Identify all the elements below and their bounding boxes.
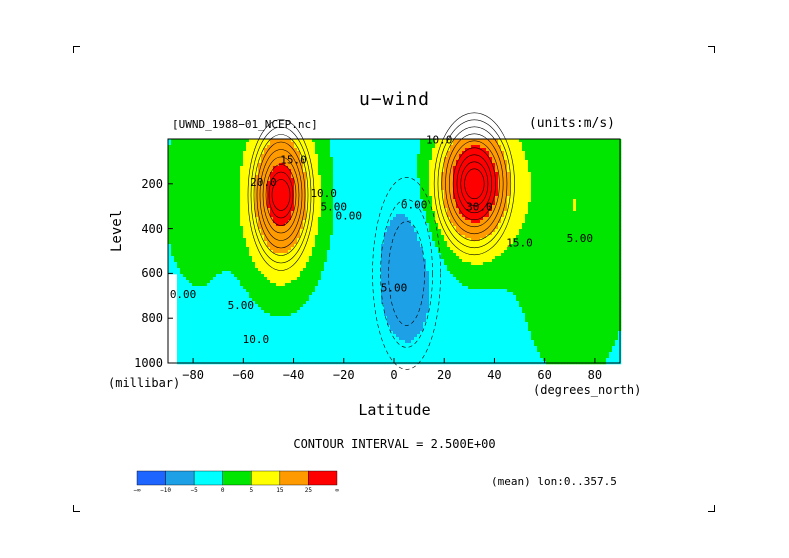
x-tick-label: 40 <box>487 368 502 382</box>
contour-label: 30.0 <box>466 201 493 214</box>
contour-line <box>253 134 309 256</box>
x-tick-label: −20 <box>332 368 355 382</box>
negative-contour-line <box>372 177 441 370</box>
contour-label: 5.00 <box>320 201 347 214</box>
y-tick-label: 1000 <box>134 356 163 370</box>
colorbar-label: ∞ <box>335 487 339 494</box>
contour-label: 0.00 <box>401 198 428 211</box>
contour-interval: CONTOUR INTERVAL = 2.500E+00 <box>293 437 496 451</box>
colorbar-swatch <box>222 470 252 486</box>
contour-line <box>464 168 485 200</box>
y-tick-label: 600 <box>141 266 163 281</box>
contour-line <box>433 112 515 256</box>
mean-note: (mean) lon:0..357.5 <box>491 475 617 488</box>
colorbar-swatch <box>251 470 281 486</box>
x-tick-label: 0 <box>390 368 398 382</box>
contour-line <box>265 164 297 226</box>
colorbar-label: 5 <box>249 487 254 494</box>
crop-mark-bottom-right <box>708 505 715 512</box>
crop-mark-top-right <box>708 46 715 53</box>
contour-line <box>445 133 504 235</box>
contour-line <box>259 149 303 241</box>
contour-label: 0.00 <box>170 288 197 301</box>
colorbar-swatch <box>279 470 309 486</box>
chart-title: u−wind <box>358 89 431 110</box>
colorbar-label: 15 <box>276 487 284 494</box>
contour-label: 5.00 <box>381 281 408 294</box>
y-tick-label: 800 <box>141 311 163 326</box>
x-tick-label: −80 <box>182 368 204 382</box>
x-tick-label: −40 <box>282 368 305 382</box>
contour-label: 15.0 <box>280 154 307 167</box>
crop-mark-top-left <box>73 46 80 53</box>
contour-line <box>452 147 496 221</box>
contour-line <box>256 141 306 249</box>
crop-mark-bottom-left <box>73 505 80 512</box>
contour-label: 20.0 <box>250 176 277 189</box>
x-tick-label: 80 <box>587 368 603 382</box>
colorbar-swatch <box>136 470 166 486</box>
contour-label: 5.00 <box>228 299 255 312</box>
contour-line <box>441 126 508 242</box>
contour-line <box>437 119 512 249</box>
colorbar-label: −10 <box>160 487 171 494</box>
units-label: (units:m/s) <box>528 116 615 131</box>
shaded-field <box>168 139 622 365</box>
contour-label: 15.0 <box>506 237 533 250</box>
negative-contour-line <box>380 199 433 348</box>
colorbar-swatch <box>165 470 195 486</box>
contour-label: 10.0 <box>426 133 453 146</box>
negative-contour-line <box>388 221 425 326</box>
contour-label: 0.00 <box>336 210 363 223</box>
colorbar-swatch <box>193 470 223 486</box>
contour-line <box>449 140 500 228</box>
colorbar-label: −5 <box>190 487 198 494</box>
y-tick-label: 400 <box>141 221 163 236</box>
contour-line <box>262 156 300 234</box>
y-tick-label: 200 <box>141 176 163 191</box>
contour-label: 10.0 <box>310 187 337 200</box>
colorbar-label: 0 <box>220 487 225 494</box>
y-axis-unit: (millibar) <box>108 376 181 390</box>
contour-line <box>271 179 291 211</box>
x-tick-label: 20 <box>436 368 452 382</box>
colorbar-label: −∞ <box>133 487 141 494</box>
colorbar-swatch <box>308 470 338 486</box>
colorbar-label: 25 <box>304 487 313 494</box>
contour-line <box>268 171 294 219</box>
dataset-label: [UWND_1988−01_NCEP.nc] <box>172 118 318 131</box>
contour-line <box>247 119 315 271</box>
x-axis-label: Latitude <box>358 401 431 419</box>
contour-label: 10.0 <box>243 333 270 346</box>
x-tick-label: −60 <box>232 368 255 382</box>
contour-line <box>456 154 493 214</box>
contour-line <box>460 161 489 207</box>
x-axis-unit: (degrees_north) <box>533 383 642 397</box>
x-tick-label: 60 <box>537 368 552 382</box>
contour-label: 5.00 <box>567 232 594 245</box>
contour-line <box>250 126 312 264</box>
